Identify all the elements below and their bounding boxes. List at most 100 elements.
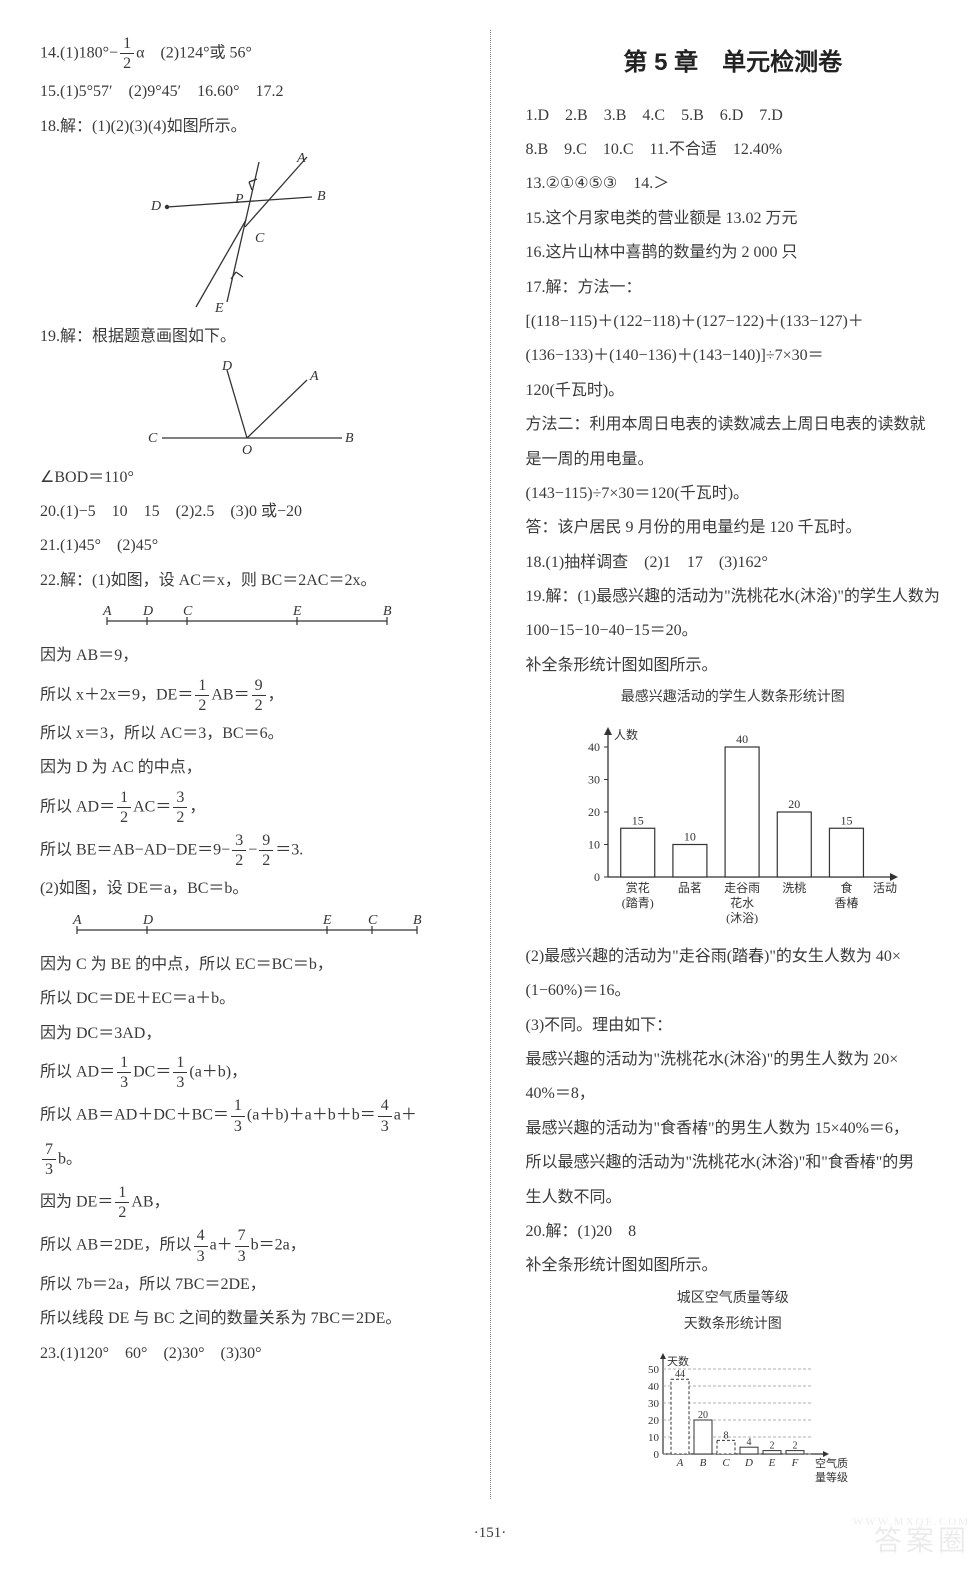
- svg-text:C: C: [368, 913, 378, 928]
- r17-7: (143−115)÷7×30＝120(千瓦时)。: [526, 479, 941, 509]
- r20-1: 20.解：(1)20 8: [526, 1217, 941, 1247]
- q22-1: 22.解：(1)如图，设 AC＝x，则 BC＝2AC＝2x。: [40, 566, 455, 596]
- r17-8: 答：该户居民 9 月份的用电量约是 120 千瓦时。: [526, 513, 941, 543]
- q22-4: 所以 x＝3，所以 AC＝3，BC＝6。: [40, 719, 455, 749]
- q14: 14.(1)180°−12α (2)124°或 56°: [40, 34, 455, 73]
- r19-4: (2)最感兴趣的活动为"走谷雨(踏春)"的女生人数为 40×: [526, 942, 941, 972]
- svg-text:香椿: 香椿: [834, 896, 858, 910]
- svg-text:洗桃: 洗桃: [782, 880, 806, 895]
- chapter-title: 第 5 章 单元检测卷: [526, 40, 941, 86]
- svg-text:C: C: [148, 431, 158, 446]
- r17-4: 120(千瓦时)。: [526, 376, 941, 406]
- svg-text:空气质: 空气质: [815, 1456, 848, 1470]
- q22-10: 所以 DC＝DE＋EC＝a＋b。: [40, 984, 455, 1014]
- svg-text:30: 30: [588, 772, 600, 786]
- svg-text:40: 40: [648, 1381, 660, 1393]
- q22-5: 因为 D 为 AC 的中点，: [40, 753, 455, 783]
- figure-19: A B C D O: [132, 358, 362, 458]
- chart2-title-1: 城区空气质量等级: [526, 1286, 941, 1313]
- svg-text:E: E: [292, 604, 302, 619]
- svg-text:(沐浴): (沐浴): [726, 911, 758, 925]
- right-column: 第 5 章 单元检测卷 1.D 2.B 3.B 4.C 5.B 6.D 7.D …: [526, 30, 941, 1499]
- svg-text:人数: 人数: [614, 727, 638, 742]
- svg-text:活动: 活动: [873, 881, 897, 895]
- q22-8: (2)如图，设 DE＝a，BC＝b。: [40, 874, 455, 904]
- svg-text:8: 8: [723, 1430, 728, 1441]
- svg-text:(踏青): (踏青): [621, 896, 653, 910]
- svg-text:赏花: 赏花: [625, 880, 649, 895]
- chart1-title: 最感兴趣活动的学生人数条形统计图: [526, 685, 941, 712]
- svg-text:P: P: [234, 192, 244, 207]
- svg-text:15: 15: [840, 813, 852, 827]
- q22-9: 因为 C 为 BE 的中点，所以 EC＝BC＝b，: [40, 950, 455, 980]
- svg-text:B: B: [699, 1457, 706, 1469]
- answers-1: 1.D 2.B 3.B 4.C 5.B 6.D 7.D: [526, 101, 941, 131]
- q22-2: 因为 AB＝9，: [40, 641, 455, 671]
- svg-text:2: 2: [769, 1441, 774, 1452]
- svg-text:10: 10: [588, 837, 600, 851]
- r19-5: (1−60%)＝16。: [526, 976, 941, 1006]
- svg-text:2: 2: [792, 1441, 797, 1452]
- r19-7: 最感兴趣的活动为"洗桃花水(沐浴)"的男生人数为 20×: [526, 1045, 941, 1075]
- q22-12: 所以 AD＝13DC＝13(a＋b)，: [40, 1053, 455, 1092]
- figure-18: A B C D E P: [137, 147, 357, 317]
- svg-text:天数: 天数: [667, 1355, 689, 1368]
- svg-text:15: 15: [631, 813, 643, 827]
- svg-text:A: A: [72, 913, 82, 928]
- q20: 20.(1)−5 10 15 (2)2.5 (3)0 或−20: [40, 497, 455, 527]
- svg-text:E: E: [214, 301, 224, 316]
- q22-6: 所以 AD＝12AC＝32，: [40, 788, 455, 827]
- r19-9: 最感兴趣的活动为"食香椿"的男生人数为 15×40%＝6，: [526, 1114, 941, 1144]
- q22-13b: 73b。: [40, 1140, 455, 1179]
- svg-text:C: C: [183, 604, 193, 619]
- svg-text:20: 20: [588, 805, 600, 819]
- q21: 21.(1)45° (2)45°: [40, 531, 455, 561]
- r19-11: 生人数不同。: [526, 1183, 941, 1213]
- column-divider: [490, 30, 491, 1499]
- r17-1: 17.解：方法一：: [526, 273, 941, 303]
- svg-text:品茗: 品茗: [678, 881, 702, 895]
- bar-chart-activities: 010203040人数活动15赏花(踏青)10品茗40走谷雨花水(沐浴)20洗桃…: [553, 717, 913, 937]
- r15: 15.这个月家电类的营业额是 13.02 万元: [526, 204, 941, 234]
- svg-text:B: B: [383, 604, 392, 619]
- r16: 16.这片山林中喜鹊的数量约为 2 000 只: [526, 238, 941, 268]
- svg-text:D: D: [142, 913, 153, 928]
- q22-3: 所以 x＋2x＝9，DE＝12AB＝92，: [40, 676, 455, 715]
- r19-2: 100−15−10−40−15＝20。: [526, 616, 941, 646]
- svg-text:D: D: [744, 1457, 753, 1469]
- r19-8: 40%＝8，: [526, 1079, 941, 1109]
- r19-3: 补全条形统计图如图所示。: [526, 651, 941, 681]
- watermark-main: 答案圈: [874, 1514, 970, 1567]
- svg-text:C: C: [722, 1457, 730, 1469]
- svg-text:F: F: [790, 1457, 798, 1469]
- q22-15: 所以 AB＝2DE，所以43a＋73b＝2a，: [40, 1226, 455, 1265]
- q22-11: 因为 DC＝3AD，: [40, 1019, 455, 1049]
- r19-6: (3)不同。理由如下：: [526, 1011, 941, 1041]
- r17-6: 是一周的用电量。: [526, 445, 941, 475]
- svg-text:O: O: [242, 443, 252, 458]
- svg-text:10: 10: [648, 1432, 660, 1444]
- q22-17: 所以线段 DE 与 BC 之间的数量关系为 7BC＝2DE。: [40, 1304, 455, 1334]
- r17-5: 方法二：利用本周日电表的读数减去上周日电表的读数就: [526, 410, 941, 440]
- q22-7: 所以 BE＝AB−AD−DE＝9−32−92＝3.: [40, 831, 455, 870]
- left-column: 14.(1)180°−12α (2)124°或 56° 15.(1)5°57′ …: [40, 30, 455, 1499]
- r17-2: [(118−115)＋(122−118)＋(127−122)＋(133−127)…: [526, 307, 941, 337]
- q22-13: 所以 AB＝AD＋DC＋BC＝13(a＋b)＋a＋b＋b＝43a＋: [40, 1096, 455, 1135]
- chart2-title-2: 天数条形统计图: [526, 1312, 941, 1339]
- svg-text:E: E: [767, 1457, 775, 1469]
- svg-text:D: D: [221, 359, 232, 374]
- svg-text:A: A: [675, 1457, 683, 1469]
- svg-text:B: B: [345, 431, 354, 446]
- svg-text:A: A: [296, 151, 306, 166]
- r18: 18.(1)抽样调查 (2)1 17 (3)162°: [526, 548, 941, 578]
- svg-text:20: 20: [788, 797, 800, 811]
- svg-text:D: D: [150, 199, 161, 214]
- q18: 18.解：(1)(2)(3)(4)如图所示。: [40, 112, 455, 142]
- svg-text:A: A: [309, 369, 319, 384]
- answers-3: 13.②①④⑤③ 14.＞: [526, 169, 941, 199]
- svg-text:40: 40: [736, 732, 748, 746]
- svg-text:E: E: [322, 913, 332, 928]
- q22-16: 所以 7b＝2a，所以 7BC＝2DE，: [40, 1270, 455, 1300]
- r17-3: (136−133)＋(140−136)＋(143−140)]÷7×30＝: [526, 341, 941, 371]
- svg-text:A: A: [102, 604, 112, 619]
